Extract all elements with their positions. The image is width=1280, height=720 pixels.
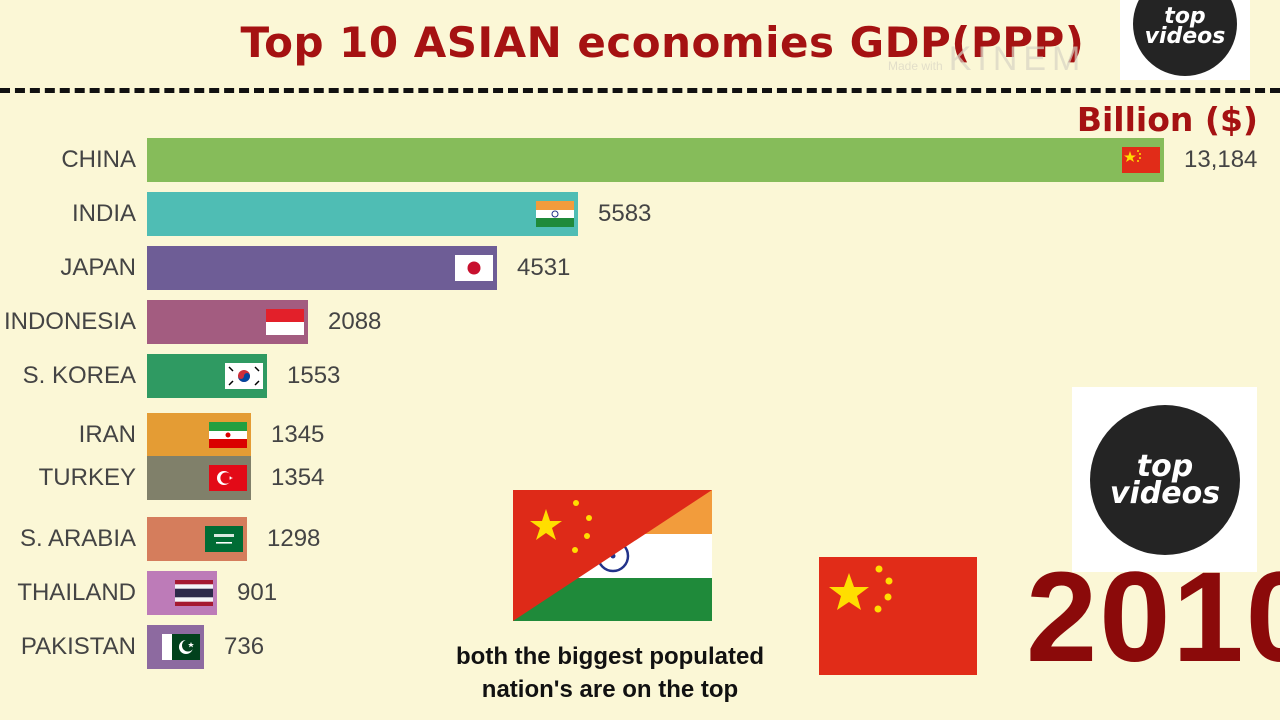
bar-label-south-korea: S. KOREA xyxy=(22,362,136,389)
bar-label-thailand: THAILAND xyxy=(17,579,136,606)
bar-label-saudi-arabia: S. ARABIA xyxy=(19,525,136,552)
bar-label-japan: JAPAN xyxy=(60,254,136,281)
logo-text-line1: top xyxy=(1136,449,1194,484)
bar-value-india: 5583 xyxy=(598,200,652,227)
bar-label-pakistan: PAKISTAN xyxy=(20,633,136,660)
logo-circle-top: top videos xyxy=(1133,0,1237,76)
turkey-flag-icon xyxy=(209,465,247,491)
bar-china xyxy=(147,138,1164,182)
bar-value-south-korea: 1553 xyxy=(287,362,341,389)
caption-line1: both the biggest populated xyxy=(456,643,764,670)
dashed-divider xyxy=(0,88,1280,93)
bar-label-indonesia: INDONESIA xyxy=(3,308,136,335)
watermark-small: Made with xyxy=(888,59,943,73)
indonesia-flag-icon xyxy=(266,309,304,335)
saudi-arabia-flag-icon xyxy=(205,526,243,552)
logo-text-line2: videos xyxy=(1109,476,1221,511)
pakistan-flag-icon xyxy=(162,634,200,660)
bar-japan xyxy=(147,246,497,290)
logo-text-line1: top xyxy=(1164,4,1206,30)
unit-label: Billion ($) xyxy=(1076,100,1258,139)
bar-label-iran: IRAN xyxy=(78,421,136,448)
bar-value-turkey: 1354 xyxy=(271,464,325,491)
caption: both the biggest populated nation's are … xyxy=(440,640,780,706)
bar-label-china: CHINA xyxy=(61,146,136,173)
bar-value-saudi-arabia: 1298 xyxy=(267,525,321,552)
bar-value-thailand: 901 xyxy=(237,579,278,606)
bar-value-china: 13,184 xyxy=(1184,146,1258,173)
year-display: 2010 xyxy=(1026,546,1280,689)
bar-value-iran: 1345 xyxy=(271,421,325,448)
china-india-flag xyxy=(513,490,712,621)
bar-india xyxy=(147,192,578,236)
caption-line2: nation's are on the top xyxy=(481,676,739,703)
south-korea-flag-icon xyxy=(225,363,263,389)
channel-logo-top: top videos xyxy=(1120,0,1250,80)
channel-logo-large: top videos xyxy=(1072,387,1257,572)
watermark-brand: KINEM xyxy=(948,40,1087,78)
bar-value-indonesia: 2088 xyxy=(328,308,382,335)
bar-label-india: INDIA xyxy=(71,200,136,227)
china-flag-large xyxy=(819,557,977,675)
bar-value-pakistan: 736 xyxy=(224,633,265,660)
thailand-flag-icon xyxy=(175,580,213,606)
bar-label-turkey: TURKEY xyxy=(38,464,136,491)
iran-flag-icon xyxy=(209,422,247,448)
china-flag-icon xyxy=(1122,147,1160,173)
bar-value-japan: 4531 xyxy=(517,254,571,281)
chart-title: Top 10 ASIAN economies GDP(PPP) xyxy=(240,18,1085,67)
india-flag-icon xyxy=(536,201,574,227)
watermark: Made with KINEM xyxy=(888,40,1086,79)
japan-flag-icon xyxy=(455,255,493,281)
logo-circle-large: top videos xyxy=(1090,405,1240,555)
logo-text-line2: videos xyxy=(1144,24,1226,49)
